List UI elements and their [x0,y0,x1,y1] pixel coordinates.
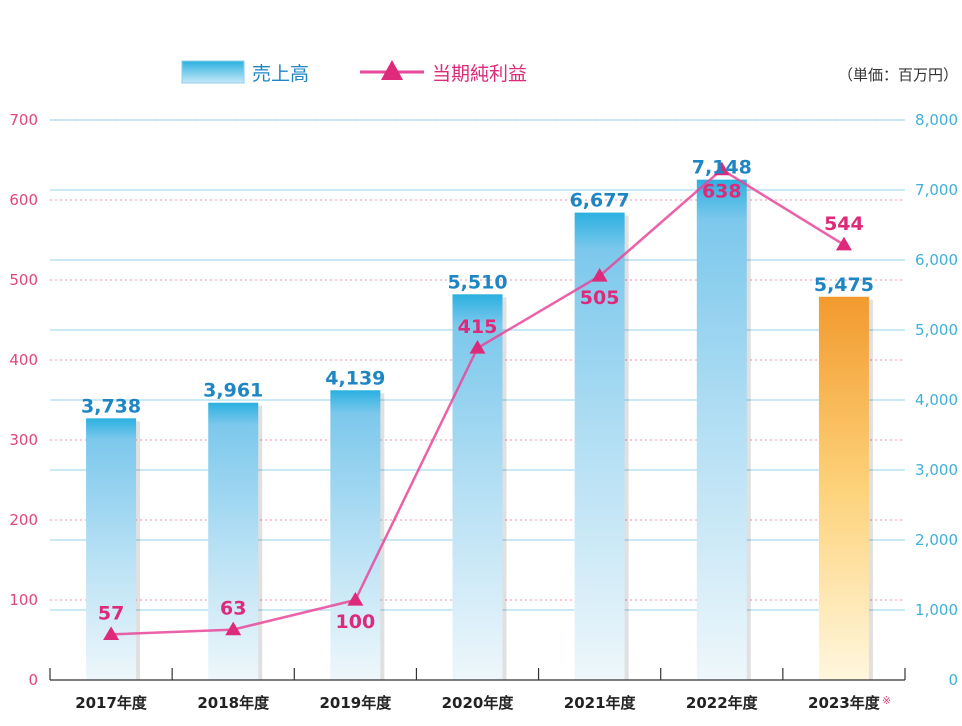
y-right-tick-label: 2,000 [915,531,958,549]
bar [818,296,869,680]
y-left-tick-label: 300 [9,431,38,449]
x-category-label: 2021年度 [564,694,637,712]
y-left-tick-label: 600 [9,191,38,209]
x-category-label: 2020年度 [442,694,515,712]
x-category-label: 2019年度 [319,694,392,712]
unit-label: （単価：百万円） [838,66,958,84]
profit-marker [347,592,364,606]
x-axis: 2017年度 2018年度 2019年度 2020年度 2021年度 2022年度 2023… [49,668,906,712]
bar-data-label: 5,510 [447,271,507,293]
y-right-tick-label: 4,000 [915,391,958,409]
y-right-tick-label: 1,000 [915,601,958,619]
profit-marker [835,236,852,251]
legend: 売上高 当期純利益 [181,60,527,85]
y-right-tick-label: 3,000 [915,461,958,479]
y-left-tick-label: 700 [9,111,38,129]
bar-data-label: 3,961 [203,380,263,402]
bar-series [86,179,873,681]
x-category-label: 2018年度 [197,694,270,712]
y-right-tick-label: 5,000 [915,321,958,339]
bar-data-labels: 3,738 3,961 4,139 5,510 6,677 7,148 5,475 [81,157,874,418]
category-note-mark: ※ [882,694,891,707]
profit-marker [469,340,486,354]
profit-marker [713,161,730,176]
line-data-label: 57 [98,602,124,624]
x-category-label: 2023年度 [808,694,881,712]
line-data-label: 63 [220,598,246,620]
y-right-tick-label: 8,000 [915,111,958,129]
line-data-label: 505 [580,287,620,309]
y-right-tick-label: 6,000 [915,251,958,269]
bar [208,402,259,680]
line-series [103,161,852,640]
bar-data-label: 4,139 [325,367,385,389]
legend-swatch-sales [181,60,245,84]
line-data-label: 100 [336,611,376,633]
profit-marker [591,268,608,282]
y-axis-right: 0 1,000 2,000 3,000 4,000 5,000 6,000 7,000 8,00… [915,111,958,689]
bar [330,390,381,680]
y-axis-left: 0 100 200 300 400 500 600 700 [9,111,38,689]
line-data-label: 638 [702,181,742,203]
legend-label-profit: 当期純利益 [432,63,527,85]
bar [452,294,503,680]
y-left-tick-label: 0 [28,671,38,689]
legend-marker-profit [381,60,403,80]
bar [574,212,625,681]
bar-data-label: 5,475 [814,274,874,296]
y-left-tick-label: 100 [9,591,38,609]
bar-data-label: 3,738 [81,395,141,417]
y-left-tick-label: 400 [9,351,38,369]
x-category-label: 2017年度 [75,694,148,712]
profit-marker [225,621,242,636]
y-right-tick-label: 0 [948,671,958,689]
bar-data-label: 6,677 [570,190,630,212]
line-data-label: 544 [824,213,864,235]
bar [696,179,747,680]
y-right-tick-label: 7,000 [915,181,958,199]
profit-marker [103,626,120,640]
line-data-labels: 57 63 100 415 505 638 544 [98,181,864,633]
bar-data-label: 7,148 [692,157,752,179]
line-data-label: 415 [458,316,498,338]
y-left-tick-label: 500 [9,271,38,289]
legend-label-sales: 売上高 [252,63,309,85]
x-category-label: 2022年度 [686,694,759,712]
bar [86,418,137,680]
y-left-tick-label: 200 [9,511,38,529]
